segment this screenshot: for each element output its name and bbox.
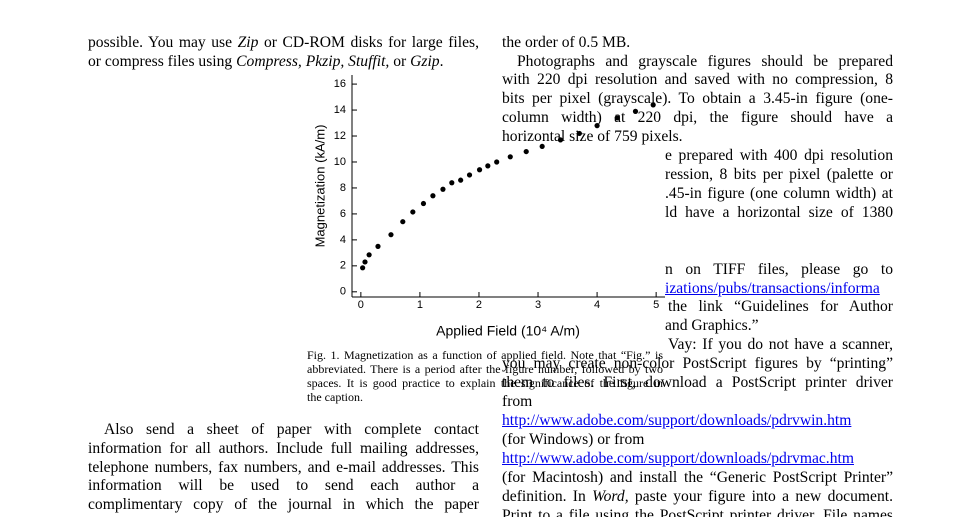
y-tick-label: 0 <box>340 286 346 298</box>
hyperlink[interactable]: http://www.adobe.com/support/downloads/p… <box>502 412 852 429</box>
text-line: and Graphics.” <box>665 317 759 334</box>
data-point <box>388 232 394 238</box>
text-line: column width) at 220 dpi, the figure sho… <box>502 109 893 126</box>
x-tick-label: 2 <box>476 299 482 311</box>
y-tick-label: 6 <box>340 208 346 220</box>
text-run: definition. In <box>502 488 593 505</box>
text-line: you may create non-color PostScript figu… <box>502 355 893 372</box>
text-line: Photographs and grayscale figures should… <box>517 53 893 70</box>
text-line: bits per pixel (grayscale). To obtain a … <box>502 90 893 107</box>
figure-caption: abbreviated. There is a period after the… <box>307 362 663 376</box>
hyperlink[interactable]: http://www.adobe.com/support/downloads/p… <box>502 450 854 467</box>
text-line: ression, 8 bits per pixel (palette or <box>665 166 893 183</box>
y-axis-label: Magnetization (kA/m) <box>312 125 327 248</box>
text-line: complimentary copy of the journal in whi… <box>88 496 479 513</box>
text-run: paste your figure into a new document. <box>628 488 893 505</box>
text-run: possible. You may use <box>88 34 238 51</box>
text-line: them to files. First, download a PostScr… <box>502 374 893 391</box>
data-point <box>494 159 500 165</box>
hyperlink[interactable]: izations/pubs/transactions/informa <box>665 280 880 297</box>
x-tick-label: 4 <box>594 299 600 311</box>
data-point <box>362 259 368 265</box>
text-line: information for all authors. Include ful… <box>88 440 479 457</box>
data-point <box>523 148 529 155</box>
x-tick-label: 0 <box>358 299 364 311</box>
text-line: n on TIFF files, please go to <box>665 261 893 278</box>
italic-run: Gzip <box>410 53 440 70</box>
text-line: possible. You may use Zip or CD-ROM disk… <box>88 33 479 52</box>
italic-run: Word, <box>592 488 629 505</box>
figure-caption: spaces. It is good practice to explain t… <box>307 376 663 390</box>
y-tick-label: 12 <box>334 130 346 142</box>
data-point <box>440 186 446 192</box>
text-line: horizontal size of 759 pixels. <box>502 128 683 145</box>
text-run: or CD-ROM disks for large files, <box>258 34 479 51</box>
text-line: the link “Guidelines for Author <box>668 298 893 315</box>
text-run: . <box>439 53 444 70</box>
text-line: Print to a file using the PostScript pri… <box>502 507 893 517</box>
text-line: or compress files using Compress, Pkzip,… <box>88 52 444 71</box>
figure-caption: the caption. <box>307 390 363 404</box>
y-tick-label: 14 <box>334 104 346 116</box>
x-tick-label: 5 <box>653 299 659 311</box>
x-axis-label: Applied Field (10⁴ A/m) <box>436 323 580 339</box>
data-point <box>375 243 381 249</box>
text-line: e prepared with 400 dpi resolution <box>665 147 893 164</box>
figure-caption: Fig. 1. Magnetization as a function of a… <box>307 348 663 362</box>
text-line: (for Macintosh) and install the “Generic… <box>502 469 893 486</box>
data-point <box>449 180 455 186</box>
y-tick-label: 8 <box>340 182 346 194</box>
data-point <box>485 163 491 169</box>
data-point <box>410 209 416 215</box>
text-line: the order of 0.5 MB. <box>502 34 631 51</box>
text-line: (for Windows) or from <box>502 431 645 448</box>
data-point <box>360 265 366 271</box>
text-line: information will be used to send each au… <box>88 477 479 494</box>
data-point <box>458 177 464 183</box>
data-point <box>366 252 372 258</box>
y-tick-label: 4 <box>340 234 346 246</box>
text-line: ld have a horizontal size of 1380 <box>665 204 893 221</box>
y-tick-label: 2 <box>340 260 346 272</box>
x-tick-label: 1 <box>417 299 423 311</box>
text-line: definition. In Word, paste your figure i… <box>502 487 893 506</box>
y-tick-label: 16 <box>334 78 346 90</box>
data-point <box>466 172 473 178</box>
text-line: with 220 dpi resolution and saved with n… <box>502 71 893 88</box>
y-tick-label: 10 <box>334 156 346 168</box>
text-line: Also send a sheet of paper with complete… <box>104 421 479 438</box>
text-line: .45-in figure (one column width) at <box>665 185 893 202</box>
italic-run: Compress, Pkzip, Stuffit, <box>236 53 390 70</box>
data-point <box>507 154 513 160</box>
data-point <box>430 193 436 199</box>
italic-run: Zip <box>237 34 259 51</box>
text-run: or compress files using <box>88 53 237 70</box>
text-line: from <box>502 393 533 410</box>
data-point <box>400 219 406 225</box>
text-run: or <box>389 53 411 70</box>
x-tick-label: 3 <box>535 299 541 311</box>
text-line: telephone numbers, fax numbers, and e-ma… <box>88 459 479 476</box>
data-point <box>420 200 427 207</box>
text-line: Vay: If you do not have a scanner, <box>668 336 893 353</box>
data-point <box>476 167 483 173</box>
